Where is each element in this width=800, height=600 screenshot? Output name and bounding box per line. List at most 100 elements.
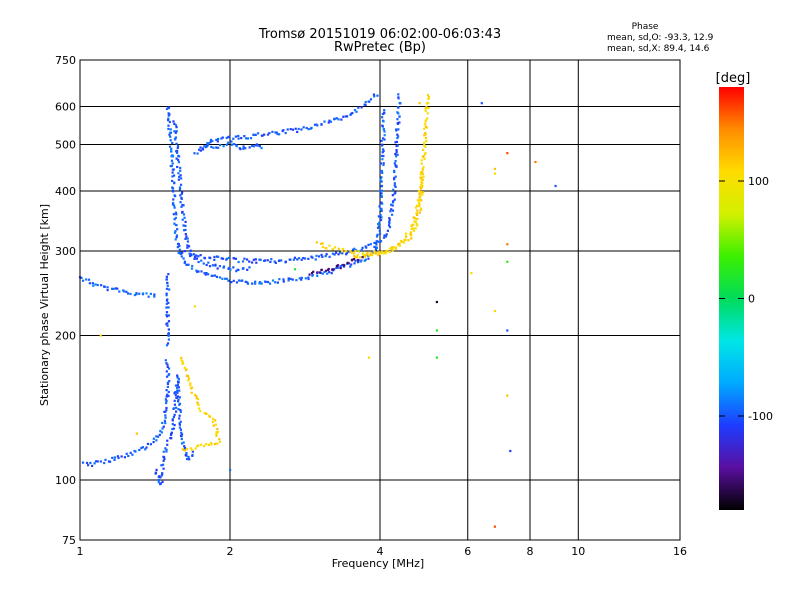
data-point: [367, 100, 370, 103]
data-point: [273, 260, 276, 263]
data-point: [248, 260, 251, 263]
data-point: [216, 140, 219, 143]
data-point: [402, 241, 406, 244]
data-point: [228, 135, 231, 138]
data-point: [178, 414, 181, 417]
data-point: [171, 141, 174, 145]
data-point: [113, 458, 116, 462]
data-point: [196, 152, 199, 155]
data-point: [205, 145, 208, 148]
data-point: [506, 394, 509, 397]
data-point: [174, 136, 177, 139]
data-point: [167, 373, 171, 376]
data-point: [396, 133, 399, 136]
data-point: [210, 443, 213, 446]
data-point: [172, 204, 176, 207]
data-point: [381, 112, 384, 116]
data-point: [165, 448, 168, 451]
data-point: [380, 185, 383, 188]
data-point: [111, 287, 114, 290]
data-point: [114, 287, 117, 290]
data-point: [196, 402, 199, 405]
data-point: [177, 398, 180, 401]
data-point: [189, 382, 192, 385]
data-point: [180, 205, 183, 208]
data-point: [190, 391, 193, 394]
data-point: [165, 399, 168, 403]
data-point: [154, 471, 158, 474]
data-point: [215, 275, 219, 278]
data-point: [157, 478, 160, 482]
data-point: [419, 194, 422, 198]
data-point: [164, 414, 167, 417]
data-point: [293, 268, 297, 271]
data-point: [360, 248, 363, 252]
data-point: [377, 254, 380, 257]
data-point: [379, 162, 383, 165]
data-point: [161, 421, 164, 425]
data-point: [424, 119, 427, 122]
data-point: [415, 213, 419, 216]
data-point: [159, 482, 162, 485]
data-point: [391, 204, 394, 207]
data-point: [160, 431, 163, 434]
data-point: [189, 384, 192, 387]
data-point: [167, 124, 170, 127]
data-point: [171, 419, 174, 422]
data-point: [123, 290, 126, 293]
data-point: [414, 227, 417, 230]
data-point: [211, 264, 215, 267]
data-point: [400, 240, 403, 244]
data-point: [421, 181, 424, 185]
data-point: [376, 94, 379, 97]
data-point: [156, 435, 160, 438]
data-point: [412, 229, 416, 232]
data-point: [176, 386, 179, 389]
data-point: [258, 280, 262, 284]
plot-frame: [79, 59, 681, 541]
data-point: [185, 448, 189, 451]
data-point: [333, 253, 336, 256]
data-point: [246, 137, 250, 140]
data-point: [120, 455, 123, 458]
data-point: [228, 266, 231, 269]
data-point: [337, 266, 340, 269]
data-point: [390, 208, 393, 211]
data-point: [186, 458, 189, 461]
data-point: [382, 236, 386, 239]
data-point: [162, 450, 165, 453]
data-point: [398, 121, 401, 124]
data-point: [327, 121, 330, 124]
data-point: [158, 433, 161, 437]
data-point: [359, 256, 362, 259]
data-point: [183, 261, 186, 265]
data-point: [208, 265, 212, 268]
data-point: [242, 147, 245, 150]
data-point: [210, 441, 213, 445]
data-point: [422, 166, 425, 169]
data-point: [164, 359, 167, 362]
data-point: [191, 264, 194, 268]
data-point: [171, 186, 174, 189]
data-point: [167, 390, 170, 394]
data-point: [218, 440, 222, 443]
data-point: [178, 248, 181, 251]
data-point: [177, 158, 180, 162]
data-point: [388, 250, 392, 254]
data-point: [165, 323, 168, 326]
data-point: [312, 270, 315, 273]
data-point: [409, 232, 412, 235]
data-point: [173, 122, 176, 126]
data-point: [334, 251, 338, 254]
data-point: [246, 281, 249, 284]
data-point: [225, 143, 228, 146]
data-point: [176, 245, 179, 249]
data-point: [352, 258, 356, 261]
data-point: [129, 292, 132, 296]
data-point: [221, 257, 225, 260]
data-point: [506, 260, 509, 263]
data-point: [373, 95, 376, 98]
data-point: [418, 211, 421, 214]
data-point: [351, 258, 354, 261]
